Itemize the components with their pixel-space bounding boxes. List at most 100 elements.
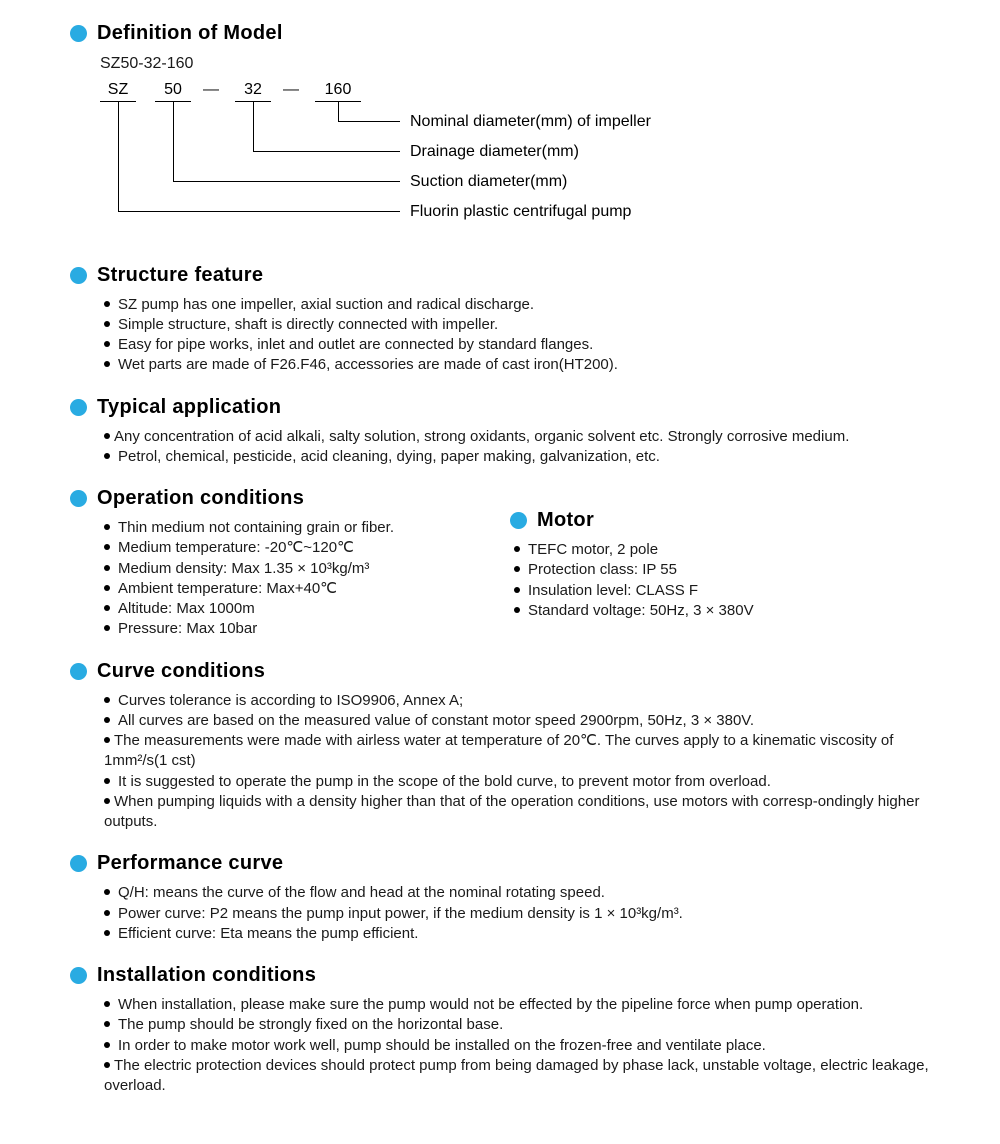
list-item: TEFC motor, 2 pole (514, 540, 930, 560)
section-header: Operation conditions (70, 485, 490, 512)
list-item: In order to make motor work well, pump s… (70, 1036, 930, 1056)
diag-part-sz: SZ (100, 79, 136, 103)
section-performance: Performance curve Q/H: means the curve o… (70, 850, 930, 944)
item-text: Any concentration of acid alkali, salty … (114, 428, 849, 445)
item-text: Ambient temperature: Max+40℃ (118, 579, 337, 599)
dot-icon (514, 587, 520, 593)
section-title: Definition of Model (97, 20, 283, 47)
diag-hline-160 (338, 121, 400, 122)
dot-icon (104, 453, 110, 459)
section-curve: Curve conditions Curves tolerance is acc… (70, 658, 930, 833)
bullet-list: SZ pump has one impeller, axial suction … (70, 295, 930, 376)
dot-icon (514, 566, 520, 572)
dot-icon (104, 565, 110, 571)
diag-part-50: 50 (155, 79, 191, 103)
section-operation: Operation conditions Thin medium not con… (70, 485, 490, 640)
section-structure: Structure feature SZ pump has one impell… (70, 262, 930, 376)
section-header: Curve conditions (70, 658, 930, 685)
dot-icon (104, 930, 110, 936)
diag-vline-50 (173, 101, 174, 181)
bullet-list: TEFC motor, 2 pole Protection class: IP … (510, 540, 930, 621)
item-text: Altitude: Max 1000m (118, 599, 255, 619)
section-title: Installation conditions (97, 962, 316, 989)
bullet-list: When installation, please make sure the … (70, 995, 930, 1096)
diag-dash-1: — (203, 79, 219, 101)
circle-bullet-icon (70, 25, 87, 42)
list-item: When installation, please make sure the … (70, 995, 930, 1015)
section-definition: Definition of Model SZ50-32-160 SZ 50 — … (70, 20, 930, 244)
bullet-list: Q/H: means the curve of the flow and hea… (70, 883, 930, 944)
list-item: The pump should be strongly fixed on the… (70, 1015, 930, 1035)
list-item: Altitude: Max 1000m (104, 599, 490, 619)
circle-bullet-icon (70, 490, 87, 507)
section-header: Installation conditions (70, 962, 930, 989)
dot-icon (104, 585, 110, 591)
dot-icon (104, 737, 110, 743)
list-item: Ambient temperature: Max+40℃ (104, 579, 490, 599)
section-installation: Installation conditions When installatio… (70, 962, 930, 1096)
circle-bullet-icon (70, 967, 87, 984)
dot-icon (104, 1021, 110, 1027)
item-text: Pressure: Max 10bar (118, 619, 257, 639)
list-item: Medium temperature: -20℃~120℃ (104, 538, 490, 558)
item-text: Medium density: Max 1.35 × 10³kg/m³ (118, 559, 369, 579)
section-typical: Typical application Any concentration of… (70, 394, 930, 468)
dot-icon (104, 605, 110, 611)
section-title: Motor (537, 507, 594, 534)
item-text: Petrol, chemical, pesticide, acid cleani… (118, 447, 660, 467)
list-item: Any concentration of acid alkali, salty … (70, 427, 930, 447)
diag-vline-160 (338, 101, 339, 121)
bullet-list: Curves tolerance is according to ISO9906… (70, 691, 930, 833)
dot-icon (104, 889, 110, 895)
section-header: Performance curve (70, 850, 930, 877)
diag-label-pump: Fluorin plastic centrifugal pump (410, 201, 631, 223)
item-text: The electric protection devices should p… (104, 1057, 929, 1094)
circle-bullet-icon (70, 267, 87, 284)
item-text: Standard voltage: 50Hz, 3 × 380V (528, 601, 754, 621)
section-header: Structure feature (70, 262, 930, 289)
list-item: The measurements were made with airless … (70, 731, 930, 772)
dot-icon (104, 1062, 110, 1068)
diag-label-suction: Suction diameter(mm) (410, 171, 567, 193)
item-text: Simple structure, shaft is directly conn… (118, 315, 498, 335)
dot-icon (104, 625, 110, 631)
item-text: It is suggested to operate the pump in t… (118, 772, 771, 792)
dot-icon (104, 544, 110, 550)
dot-icon (104, 361, 110, 367)
dot-icon (104, 1001, 110, 1007)
list-item: When pumping liquids with a density high… (70, 792, 930, 833)
dot-icon (104, 301, 110, 307)
section-motor: Motor TEFC motor, 2 pole Protection clas… (510, 485, 930, 640)
model-code: SZ50-32-160 (70, 53, 930, 75)
section-title: Structure feature (97, 262, 263, 289)
dot-icon (104, 717, 110, 723)
dot-icon (104, 798, 110, 804)
diag-vline-32 (253, 101, 254, 151)
item-text: When pumping liquids with a density high… (104, 793, 919, 830)
item-text: Efficient curve: Eta means the pump effi… (118, 924, 418, 944)
circle-bullet-icon (510, 512, 527, 529)
dot-icon (104, 697, 110, 703)
circle-bullet-icon (70, 855, 87, 872)
section-header: Motor (510, 507, 930, 534)
item-text: Thin medium not containing grain or fibe… (118, 518, 394, 538)
dot-icon (104, 341, 110, 347)
list-item: Insulation level: CLASS F (514, 581, 930, 601)
diag-vline-sz (118, 101, 119, 211)
item-text: TEFC motor, 2 pole (528, 540, 658, 560)
list-item: Thin medium not containing grain or fibe… (104, 518, 490, 538)
list-item: Efficient curve: Eta means the pump effi… (104, 924, 930, 944)
list-item: SZ pump has one impeller, axial suction … (104, 295, 930, 315)
item-text: In order to make motor work well, pump s… (118, 1036, 766, 1056)
diag-label-drainage: Drainage diameter(mm) (410, 141, 579, 163)
item-text: SZ pump has one impeller, axial suction … (118, 295, 534, 315)
dot-icon (104, 321, 110, 327)
list-item: Q/H: means the curve of the flow and hea… (104, 883, 930, 903)
two-column-row: Operation conditions Thin medium not con… (70, 485, 930, 658)
list-item: The electric protection devices should p… (70, 1056, 930, 1097)
section-title: Typical application (97, 394, 281, 421)
circle-bullet-icon (70, 399, 87, 416)
diag-part-160: 160 (315, 79, 361, 103)
circle-bullet-icon (70, 663, 87, 680)
bullet-list: Thin medium not containing grain or fibe… (70, 518, 490, 640)
